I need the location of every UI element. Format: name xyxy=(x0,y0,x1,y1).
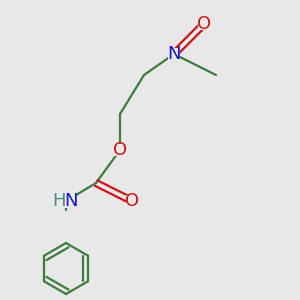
Text: N: N xyxy=(64,192,77,210)
Bar xyxy=(198,18,210,30)
Text: H: H xyxy=(53,192,66,210)
Text: O: O xyxy=(125,192,139,210)
Bar xyxy=(168,48,180,60)
Bar xyxy=(114,144,126,156)
Text: N: N xyxy=(167,45,181,63)
Bar xyxy=(126,195,138,207)
Text: O: O xyxy=(113,141,127,159)
Text: O: O xyxy=(197,15,211,33)
Bar xyxy=(56,194,76,208)
